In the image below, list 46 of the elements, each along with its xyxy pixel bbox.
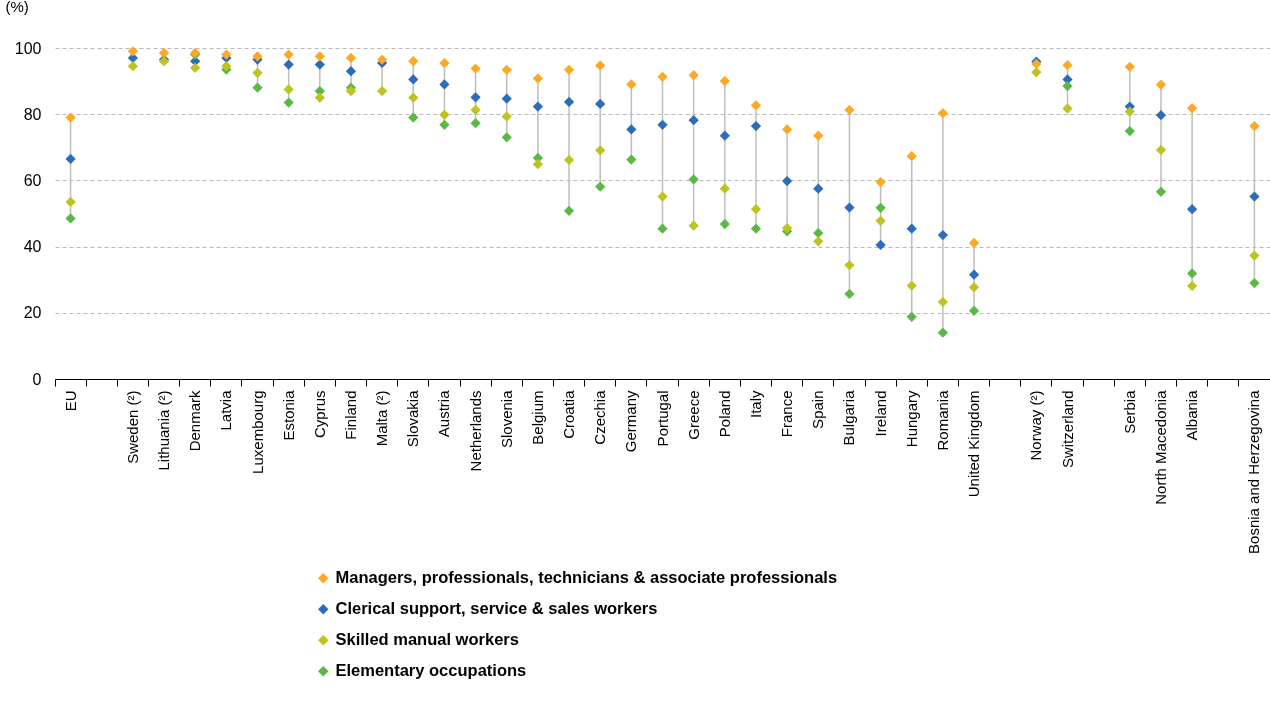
x-tick-label: Denmark	[186, 390, 204, 452]
x-tick-label: Norway (²)	[1027, 390, 1045, 461]
x-tick-label: Finland	[341, 390, 359, 440]
x-tick-label: Serbia	[1120, 389, 1138, 434]
y-tick-label: 20	[23, 304, 42, 322]
y-axis-title: (%)	[5, 0, 29, 15]
x-tick-label: Romania	[933, 389, 951, 451]
legend-label: Managers, professionals, technicians & associate professionals	[335, 568, 838, 587]
y-tick-label: 0	[32, 370, 42, 388]
x-tick-label: Malta (²)	[373, 390, 391, 447]
x-tick-label: Cyprus	[310, 390, 328, 439]
x-tick-label: Ireland	[871, 390, 889, 437]
x-tick-label: Austria	[435, 389, 453, 438]
x-tick-label: Sweden (²)	[123, 390, 141, 464]
x-tick-label: Slovenia	[497, 389, 515, 449]
x-tick-label: Germany	[622, 390, 640, 453]
x-tick-label: United Kingdom	[965, 390, 983, 498]
x-tick-label: Netherlands	[466, 390, 484, 472]
x-tick-label: North Macedonia	[1151, 389, 1169, 505]
x-tick-label: Greece	[684, 390, 702, 440]
x-tick-label: France	[778, 390, 796, 438]
y-tick-label: 80	[23, 105, 42, 123]
x-tick-label: Luxembourg	[248, 390, 266, 474]
x-tick-label: Switzerland	[1058, 390, 1076, 469]
x-tick-label: Albania	[1183, 389, 1201, 441]
x-tick-label: Italy	[746, 390, 764, 419]
x-tick-label: Bulgaria	[840, 389, 858, 446]
legend-label: Clerical support, service & sales workers	[335, 599, 658, 618]
legend-label: Skilled manual workers	[335, 630, 519, 649]
x-tick-label: Bosnia and Herzegovina	[1245, 389, 1263, 554]
y-tick-label: 40	[23, 238, 42, 256]
x-tick-label: Czechia	[591, 389, 609, 445]
x-tick-label: Spain	[809, 390, 827, 429]
x-tick-label: Poland	[715, 390, 733, 438]
x-tick-label: Croatia	[560, 389, 578, 439]
y-tick-label: 100	[14, 39, 42, 57]
x-tick-label: Hungary	[902, 390, 920, 448]
x-tick-label: Belgium	[528, 390, 546, 445]
legend-label: Elementary occupations	[335, 661, 527, 680]
x-tick-label: Latvia	[217, 389, 235, 431]
x-tick-label: EU	[61, 390, 79, 412]
x-tick-label: Portugal	[653, 390, 671, 447]
x-tick-label: Estonia	[279, 389, 297, 441]
x-tick-label: Slovakia	[404, 389, 422, 448]
y-tick-label: 60	[23, 171, 42, 189]
x-tick-label: Lithuania (²)	[155, 390, 173, 471]
